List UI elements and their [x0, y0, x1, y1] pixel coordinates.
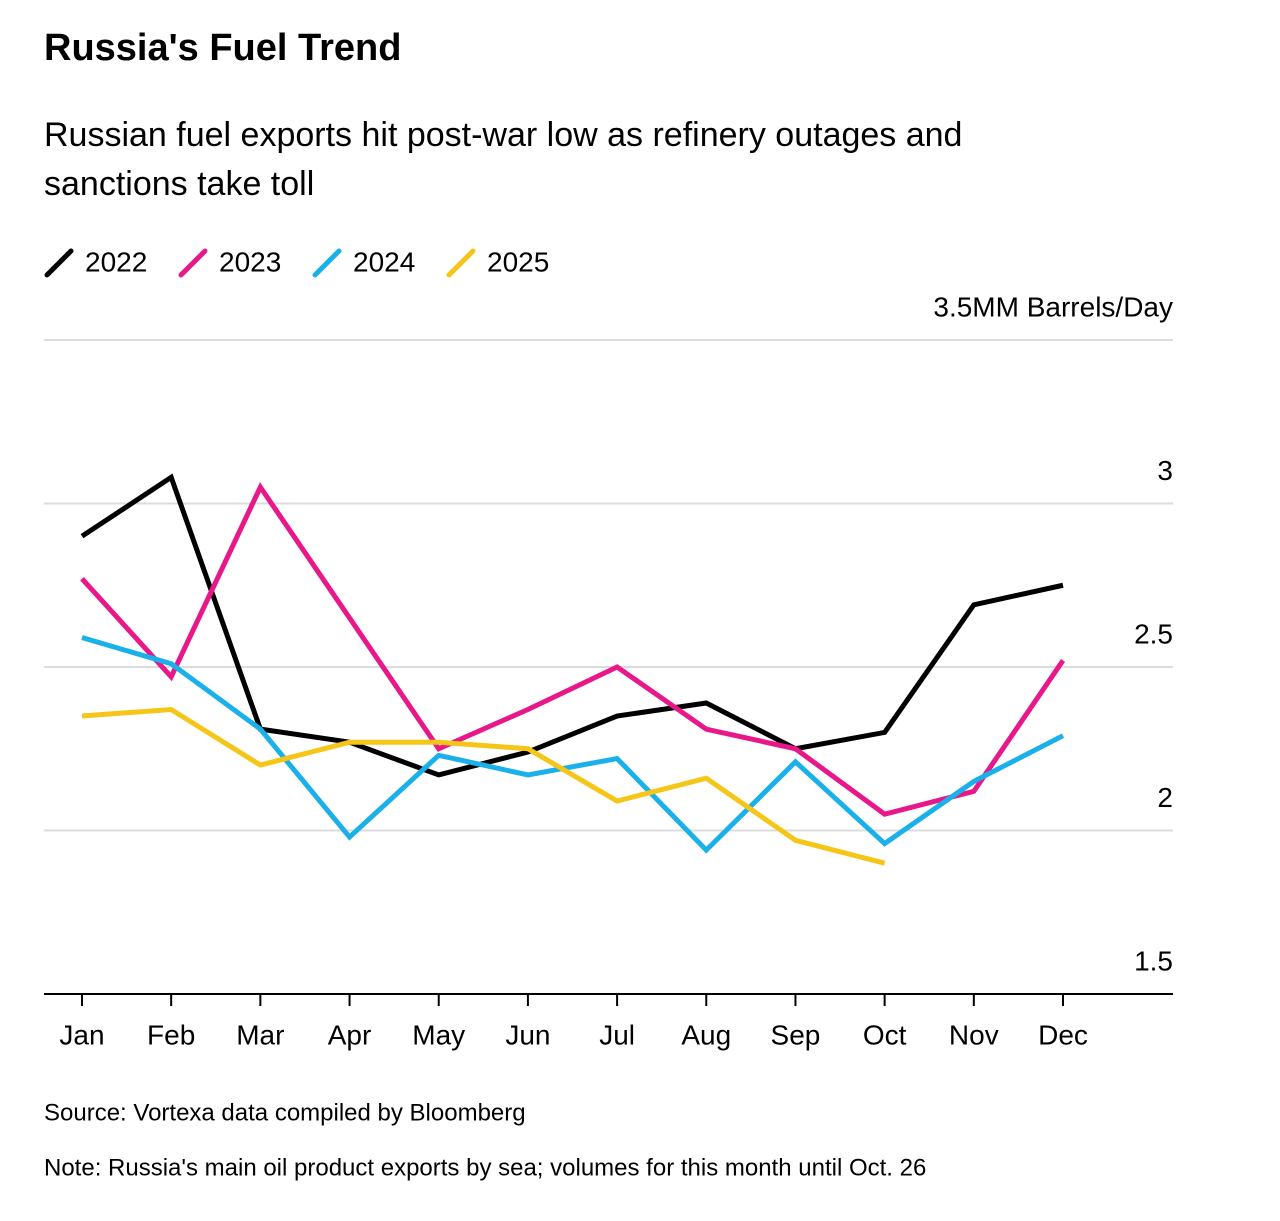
legend-label: 2023: [219, 246, 281, 277]
chart-title: Russia's Fuel Trend: [44, 27, 401, 69]
x-tick-label: Sep: [771, 1019, 821, 1050]
legend-label: 2024: [353, 246, 415, 277]
x-tick-label: Jul: [599, 1019, 635, 1050]
x-tick-label: Mar: [236, 1019, 284, 1050]
legend-swatch: [178, 248, 208, 278]
x-tick-label: Oct: [863, 1019, 907, 1050]
y-tick-label: 2: [1157, 782, 1173, 813]
legend-swatch: [44, 248, 74, 278]
x-tick-label: Feb: [147, 1019, 195, 1050]
legend-label: 2022: [85, 246, 147, 277]
series-line: [81, 635, 1065, 854]
legend-swatch: [446, 248, 476, 278]
y-tick-label: 2.5: [1134, 618, 1173, 649]
y-tick-label: 1.5: [1134, 945, 1173, 976]
y-tick-label: 3.5MM Barrels/Day: [933, 291, 1173, 322]
chart-subtitle: sanctions take toll: [44, 165, 314, 203]
x-tick-label: May: [412, 1019, 465, 1050]
chart-subtitle: Russian fuel exports hit post-war low as…: [44, 116, 962, 154]
x-tick-label: Apr: [328, 1019, 372, 1050]
note: Note: Russia's main oil product exports …: [44, 1154, 926, 1181]
y-tick-label: 3: [1157, 455, 1173, 486]
x-tick-label: Dec: [1038, 1019, 1088, 1050]
x-tick-label: Nov: [949, 1019, 999, 1050]
x-tick-label: Jun: [505, 1019, 550, 1050]
series-line: [80, 482, 1066, 817]
x-tick-label: Jan: [59, 1019, 104, 1050]
legend-swatch: [312, 248, 342, 278]
series-line: [81, 706, 886, 866]
series-line: [80, 473, 1064, 778]
x-tick-label: Aug: [681, 1019, 731, 1050]
legend-label: 2025: [487, 246, 549, 277]
source: Source: Vortexa data compiled by Bloombe…: [44, 1099, 526, 1126]
